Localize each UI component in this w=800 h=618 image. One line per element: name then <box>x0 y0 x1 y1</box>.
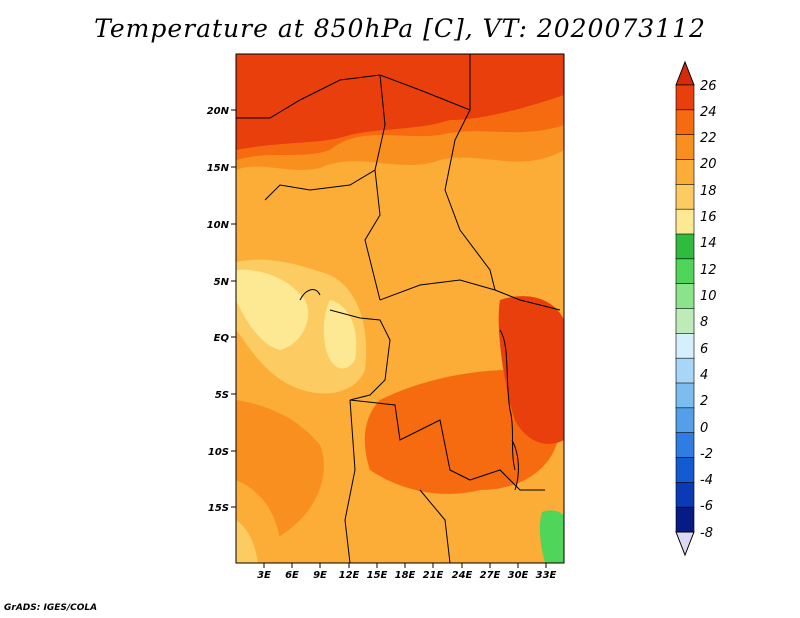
temperature-field <box>236 54 564 563</box>
colorbar-cell <box>675 506 695 533</box>
colorbar-label: 6 <box>700 342 708 357</box>
colorbar-top-arrow <box>675 60 695 86</box>
country-borders <box>236 54 561 563</box>
colorbar-cell <box>675 283 695 310</box>
colorbar-label: -6 <box>700 499 713 514</box>
colorbar-label: -4 <box>700 473 713 488</box>
lon-tick-label: 33E <box>536 570 557 581</box>
lon-tick-label: 6E <box>285 570 299 581</box>
colorbar-cell <box>675 208 695 235</box>
credit-label: GrADS: IGES/COLA <box>4 603 98 613</box>
lon-tick-label: 21E <box>423 570 444 581</box>
colorbar-label: 12 <box>700 263 717 278</box>
colorbar-cell <box>675 184 695 210</box>
lat-tick-label: 10N <box>207 220 230 231</box>
lat-tick-label: 5S <box>215 390 229 401</box>
colorbar-cell <box>675 109 695 136</box>
colorbar-label: 0 <box>700 421 708 436</box>
map-frame <box>235 53 565 564</box>
lat-tick-label: 10S <box>208 447 229 458</box>
lon-tick-label: 27E <box>480 570 501 581</box>
lon-tick-label: 15E <box>367 570 388 581</box>
colorbar-cell <box>675 432 695 459</box>
colorbar-label: 4 <box>700 368 708 383</box>
colorbar-cell <box>675 134 695 161</box>
colorbar-cell <box>675 333 695 359</box>
lon-tick-label: 24E <box>452 570 473 581</box>
colorbar-bottom-arrow <box>675 531 695 557</box>
colorbar-label: 14 <box>700 236 717 251</box>
map-title: Temperature at 850hPa [C], VT: 202007311… <box>94 14 706 43</box>
colorbar-label: 18 <box>700 184 717 199</box>
lon-tick-label: 18E <box>395 570 416 581</box>
colorbar-label: 20 <box>700 157 717 172</box>
colorbar-cell <box>675 233 695 260</box>
colorbar-label: 8 <box>700 315 708 330</box>
lon-tick-label: 30E <box>508 570 529 581</box>
colorbar-label: 22 <box>700 131 717 146</box>
longitude-axis: 3E 6E 9E 12E 15E 18E 21E 24E 27E 30E 33E <box>257 563 557 581</box>
colorbar-label: 16 <box>700 210 717 225</box>
lat-tick-label: 20N <box>207 106 230 117</box>
lat-tick-label: 5N <box>214 277 230 288</box>
lat-tick-label: 15S <box>208 503 229 514</box>
lat-tick-label: EQ <box>214 333 230 344</box>
lat-tick-label: 15N <box>207 163 230 174</box>
colorbar-label: 2 <box>700 394 708 409</box>
colorbar-cell <box>675 84 695 111</box>
colorbar-label: -8 <box>700 526 713 541</box>
colorbar-cell <box>675 407 695 434</box>
colorbar-label: 24 <box>700 105 717 120</box>
colorbar-cell <box>675 258 695 285</box>
colorbar-cell <box>675 482 695 508</box>
colorbar-cell <box>675 457 695 483</box>
lon-tick-label: 9E <box>313 570 327 581</box>
colorbar-cell <box>675 159 695 185</box>
colorbar-label: 10 <box>700 289 717 304</box>
colorbar-cell <box>675 357 695 384</box>
colorbar-cell <box>675 308 695 334</box>
lon-tick-label: 3E <box>257 570 271 581</box>
colorbar: 26 24 22 20 18 16 14 12 10 8 6 4 2 0 -2 … <box>675 60 717 557</box>
lon-tick-label: 12E <box>339 570 360 581</box>
colorbar-label: 26 <box>700 79 717 94</box>
colorbar-label: -2 <box>700 447 713 462</box>
latitude-axis: 20N 15N 10N 5N EQ 5S 10S 15S <box>207 106 236 514</box>
colorbar-cell <box>675 382 695 409</box>
